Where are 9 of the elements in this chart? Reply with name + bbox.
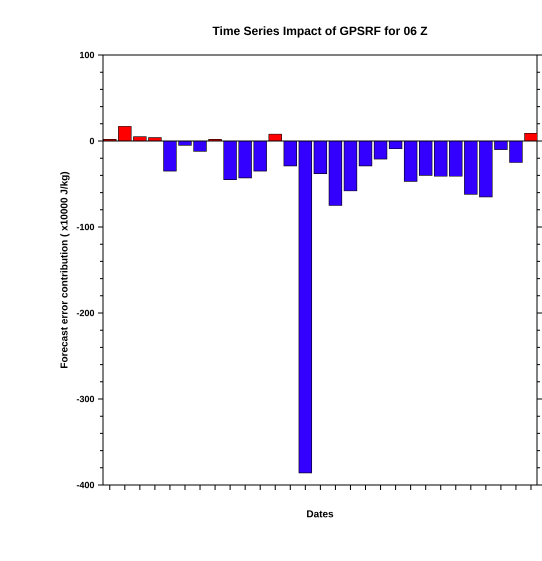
x-axis-title: Dates bbox=[307, 510, 334, 518]
y-tick-label: -200 bbox=[76, 310, 94, 316]
y-tick-label: 100 bbox=[80, 52, 94, 58]
y-tick-label: -100 bbox=[76, 224, 94, 230]
y-tick-label: -300 bbox=[76, 396, 94, 402]
chart-title: Time Series Impact of GPSRF for 06 Z bbox=[212, 26, 428, 38]
y-tick-label: 0 bbox=[90, 138, 94, 144]
y-axis-title: Forecast error contribution ( x10000 J/kg) bbox=[60, 172, 70, 368]
y-tick-label: -400 bbox=[76, 482, 94, 488]
